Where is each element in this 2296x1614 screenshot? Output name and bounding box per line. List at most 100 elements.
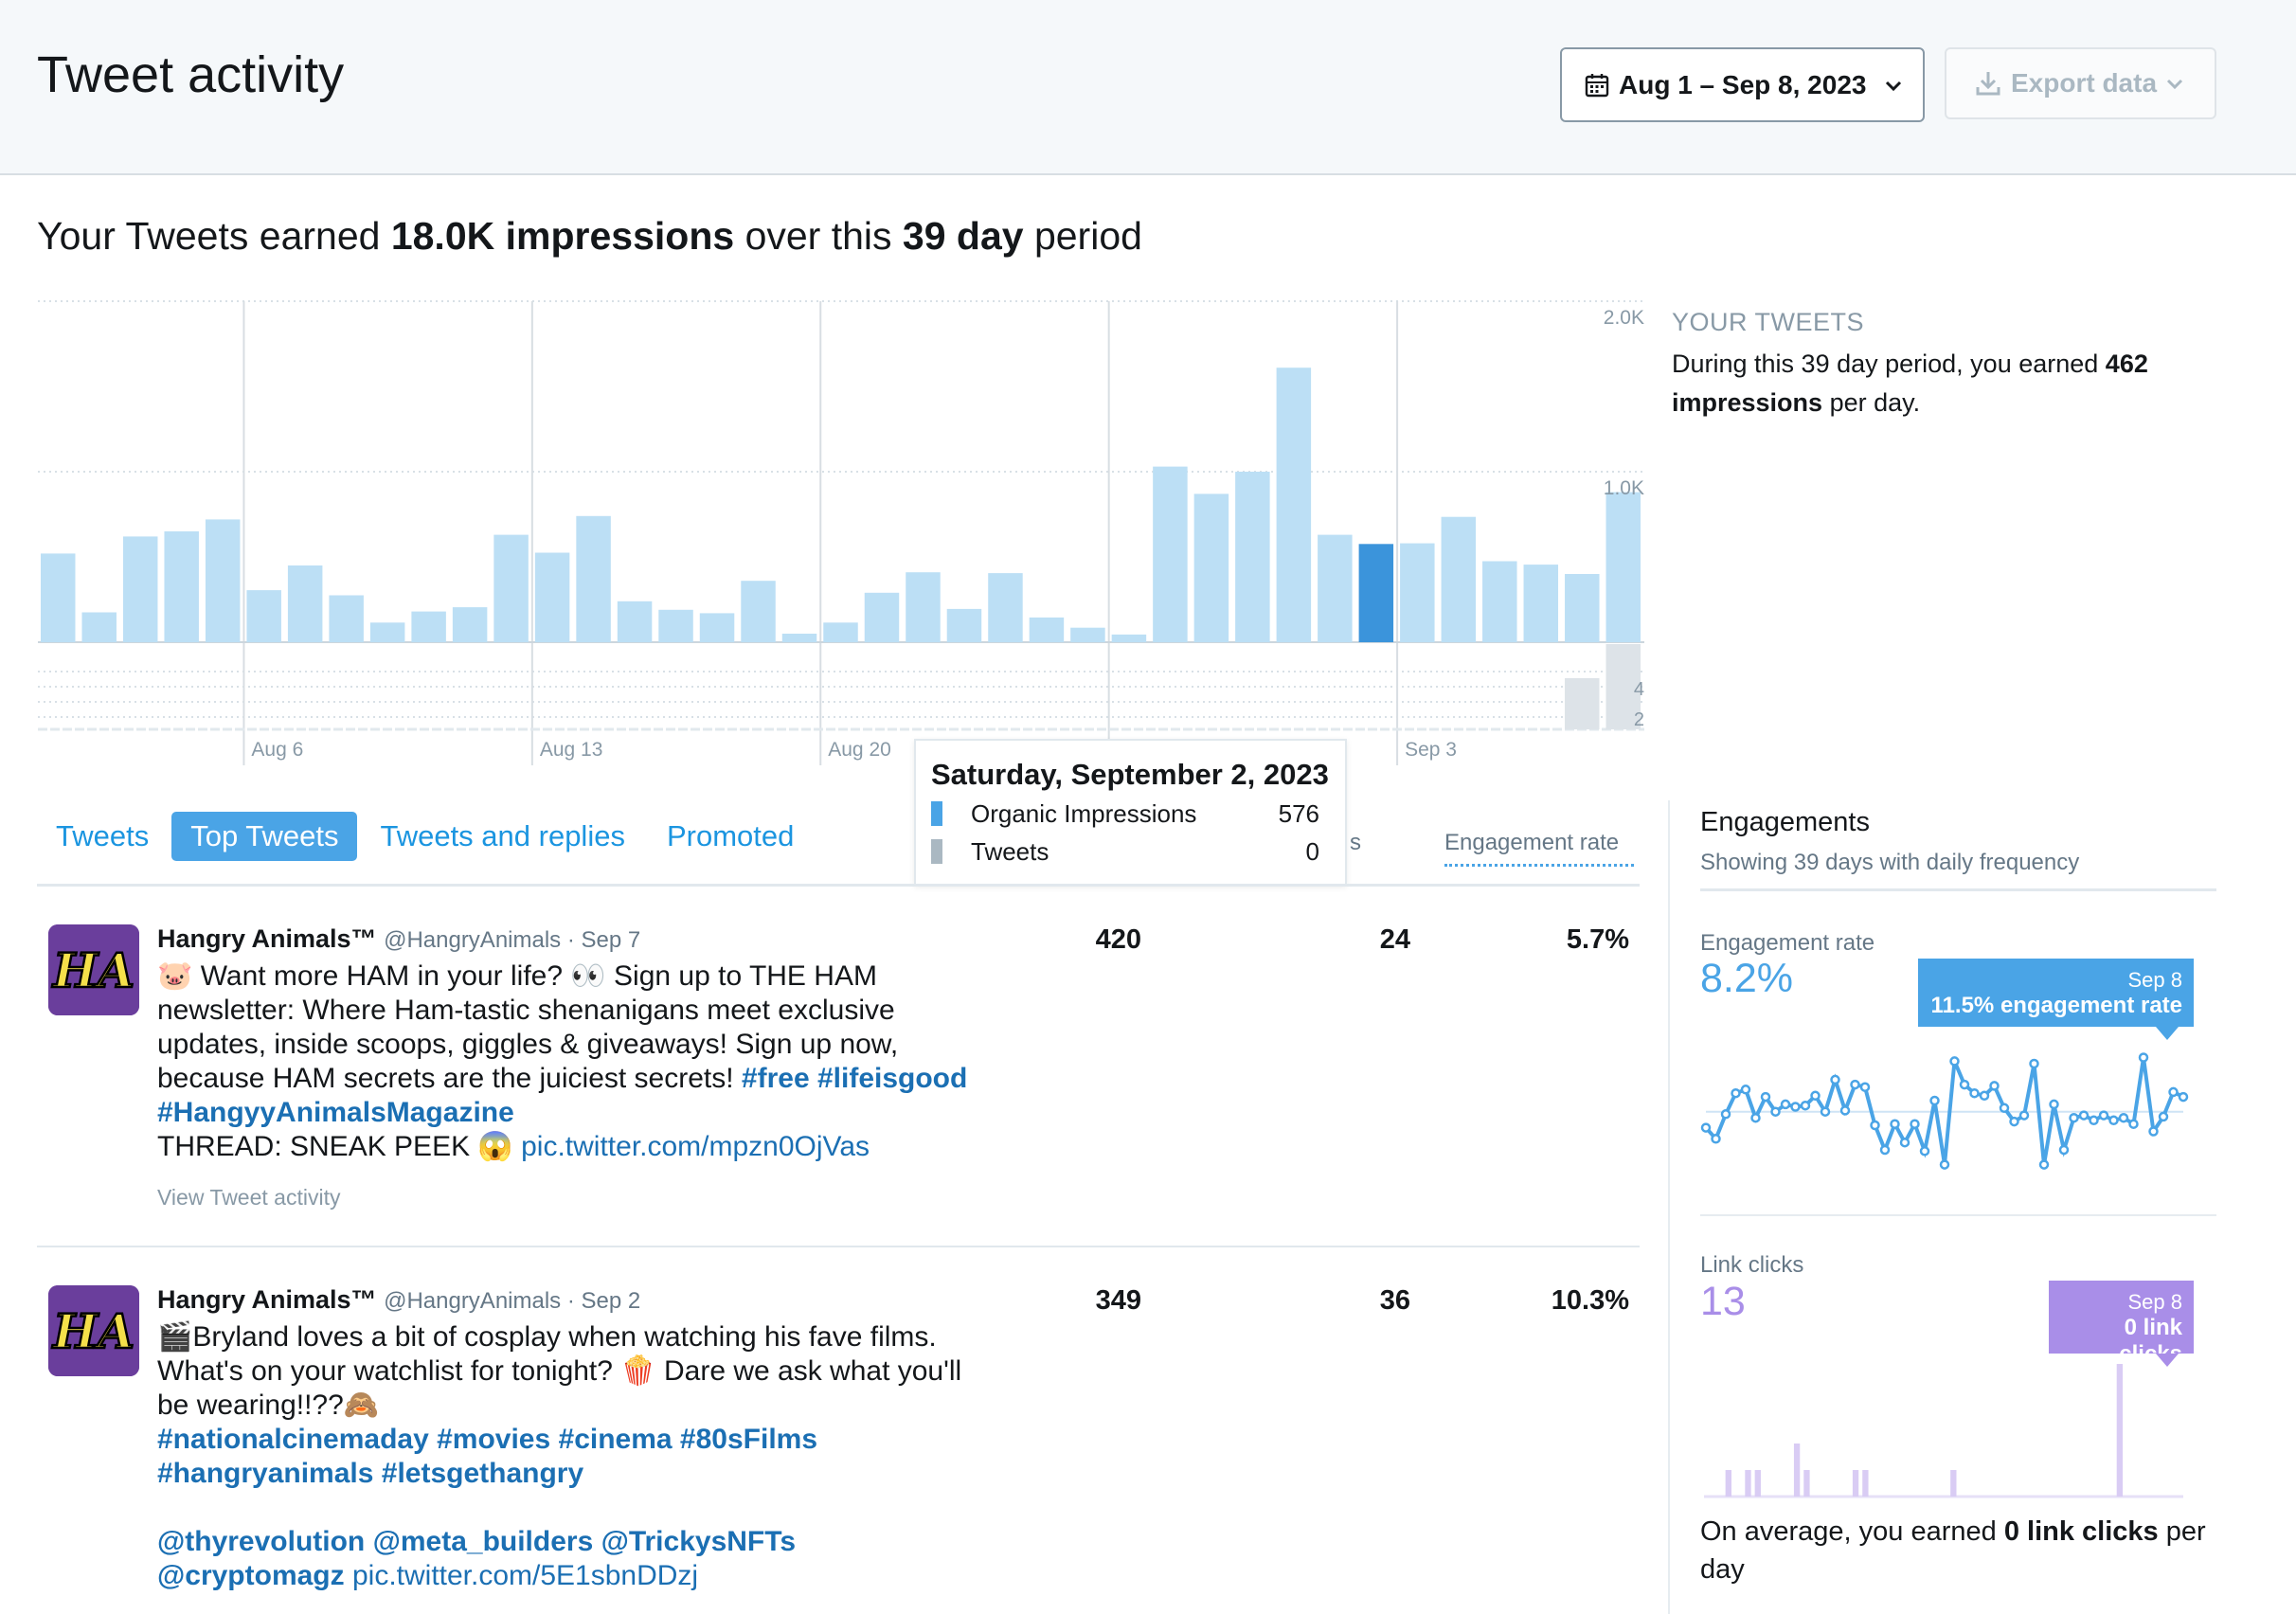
engagement-point — [1949, 1056, 1960, 1067]
tab-tweets-and-replies[interactable]: Tweets and replies — [380, 819, 625, 852]
engagement-point — [1989, 1081, 2000, 1091]
tweet-mentions[interactable]: @thyrevolution @meta_builders @TrickysNF… — [157, 1526, 797, 1591]
tweet-header: Hangry Animals™ @HangryAnimals · Sep 2 — [157, 1285, 972, 1315]
impression-bar — [1318, 534, 1353, 642]
tweet-media-link[interactable]: pic.twitter.com/mpzn0OjVas — [521, 1131, 870, 1162]
tweet-engagements: 36 — [1379, 1285, 1410, 1316]
impression-bar — [864, 592, 900, 642]
engagement-point — [1800, 1100, 1811, 1111]
impression-bar — [493, 534, 529, 642]
tweets-bar — [1605, 644, 1641, 729]
impression-bar — [329, 595, 364, 642]
impression-bar — [699, 613, 735, 642]
avatar[interactable]: HA — [48, 1285, 139, 1376]
engagement-point — [2038, 1159, 2050, 1170]
link-clicks-summary-part: per day — [1700, 1516, 2206, 1585]
summary-impressions: 18.0K impressions — [390, 214, 735, 258]
engagement-point — [1910, 1119, 1920, 1129]
tooltip-label: Tweets — [971, 837, 1049, 866]
tooltip-value: 576 — [1278, 799, 1319, 828]
chevron-down-icon — [2166, 79, 2183, 90]
engagement-point — [1939, 1159, 1950, 1170]
chevron-down-icon — [1886, 81, 1902, 91]
column-header-engagement-rate[interactable]: Engagement rate — [1444, 830, 1634, 867]
engagement-point — [1770, 1106, 1781, 1117]
link-click-bar — [1754, 1470, 1761, 1497]
engagement-point — [2138, 1052, 2149, 1063]
engagement-rate-value: 8.2% — [1700, 956, 1794, 1001]
impression-bar — [81, 612, 117, 642]
your-tweets-label: YOUR TWEETS — [1672, 308, 1865, 336]
y-tick-label: 2.0K — [1604, 307, 1644, 329]
your-tweets-text-part: per day. — [1822, 388, 1921, 417]
x-tick-label: Sep 3 — [1405, 739, 1457, 761]
engagement-point — [1731, 1087, 1741, 1099]
engagement-point — [1740, 1085, 1751, 1095]
impression-bar — [906, 572, 941, 642]
impression-bar — [1565, 574, 1600, 642]
engagement-point — [1919, 1146, 1930, 1157]
y-tick-label: 1.0K — [1604, 477, 1644, 499]
impression-bar — [205, 519, 241, 642]
export-data-button[interactable]: Export data — [1945, 47, 2216, 119]
engagement-point — [2128, 1119, 2139, 1129]
ha-logo-icon: HA — [48, 924, 139, 1015]
tweet-text-part: 🐷 Want more HAM in your life? 👀 Sign up … — [157, 960, 899, 1094]
tweet-engagement-rate: 10.3% — [1551, 1285, 1629, 1316]
tweet-media-link[interactable]: pic.twitter.com/5E1sbnDDzj — [351, 1560, 699, 1591]
column-header-engagements[interactable]: s — [1350, 830, 1361, 855]
tweet-hashtags[interactable]: #nationalcinemaday #movies #cinema #80sF… — [157, 1424, 818, 1489]
tweet-text-part: 🎬Bryland loves a bit of cosplay when wat… — [157, 1321, 962, 1421]
avatar[interactable]: HA — [48, 924, 139, 1015]
callout-date: Sep 8 — [2127, 968, 2183, 992]
tweet-engagements: 24 — [1379, 924, 1410, 955]
engagement-point — [1899, 1137, 1910, 1148]
impression-bar — [122, 536, 158, 642]
link-clicks-callout: Sep 8 0 link clicks — [2049, 1281, 2194, 1367]
summary-prefix: Your Tweets earned — [37, 214, 391, 258]
engagement-point — [2058, 1144, 2070, 1156]
page-title: Tweet activity — [37, 46, 345, 103]
impression-bar — [164, 531, 199, 642]
tooltip-label: Organic Impressions — [971, 799, 1197, 828]
engagement-point — [1720, 1109, 1731, 1120]
calendar-icon — [1585, 73, 1609, 97]
tweet-body: Hangry Animals™ @HangryAnimals · Sep 2 🎬… — [157, 1285, 972, 1593]
tab-promoted[interactable]: Promoted — [666, 819, 795, 852]
tweet-tabs: Tweets Top Tweets Tweets and replies Pro… — [37, 812, 816, 861]
engagement-point — [1820, 1106, 1831, 1117]
impression-bar — [988, 573, 1023, 642]
tweet-hashtags[interactable]: #free #lifeisgood #HangyyAnimalsMagazine — [157, 1063, 968, 1128]
your-tweets-text-part: During this 39 day period, you earned — [1672, 350, 2106, 378]
impression-bar — [823, 622, 858, 642]
engagements-subtitle: Showing 39 days with daily frequency — [1700, 850, 2080, 875]
date-range-label: Aug 1 – Sep 8, 2023 — [1619, 69, 1867, 99]
impression-bar — [576, 515, 611, 642]
link-click-bar — [1803, 1470, 1810, 1497]
link-clicks-chart — [1704, 1364, 2183, 1498]
impression-bar — [658, 609, 693, 642]
engagement-point — [1760, 1091, 1771, 1103]
engagement-rate-label: Engagement rate — [1700, 930, 1875, 956]
impression-bar — [1070, 627, 1105, 642]
tweet-author-name[interactable]: Hangry Animals™ — [157, 1285, 377, 1314]
tweet-author-name[interactable]: Hangry Animals™ — [157, 924, 377, 953]
engagement-point — [1711, 1134, 1721, 1144]
view-tweet-activity-link[interactable]: View Tweet activity — [157, 1185, 341, 1210]
impression-bar — [411, 611, 446, 642]
link-click-bar — [1793, 1444, 1801, 1497]
engagement-point — [2168, 1086, 2179, 1098]
engagement-point — [2018, 1110, 2030, 1121]
tab-tweets[interactable]: Tweets — [56, 819, 150, 852]
summary-suffix: period — [1023, 214, 1142, 258]
engagement-point — [2069, 1112, 2079, 1123]
engagement-rate-callout: Sep 8 11.5% engagement rate — [1918, 959, 2194, 1040]
tweet-meta: @HangryAnimals · Sep 7 — [384, 927, 641, 953]
date-range-button[interactable]: Aug 1 – Sep 8, 2023 — [1560, 47, 1925, 122]
impressions-chart: 2.0K 1.0K 4 2 Aug 6 Aug 13 Aug 20 Sep 3 — [38, 300, 1644, 765]
link-click-bar — [1862, 1470, 1869, 1497]
engagement-point — [2118, 1112, 2129, 1123]
tweet-text: 🐷 Want more HAM in your life? 👀 Sign up … — [157, 959, 972, 1164]
tab-top-tweets[interactable]: Top Tweets — [171, 812, 358, 861]
page-header: Tweet activity Aug 1 – Sep 8, 2023 Expor… — [0, 0, 2296, 175]
